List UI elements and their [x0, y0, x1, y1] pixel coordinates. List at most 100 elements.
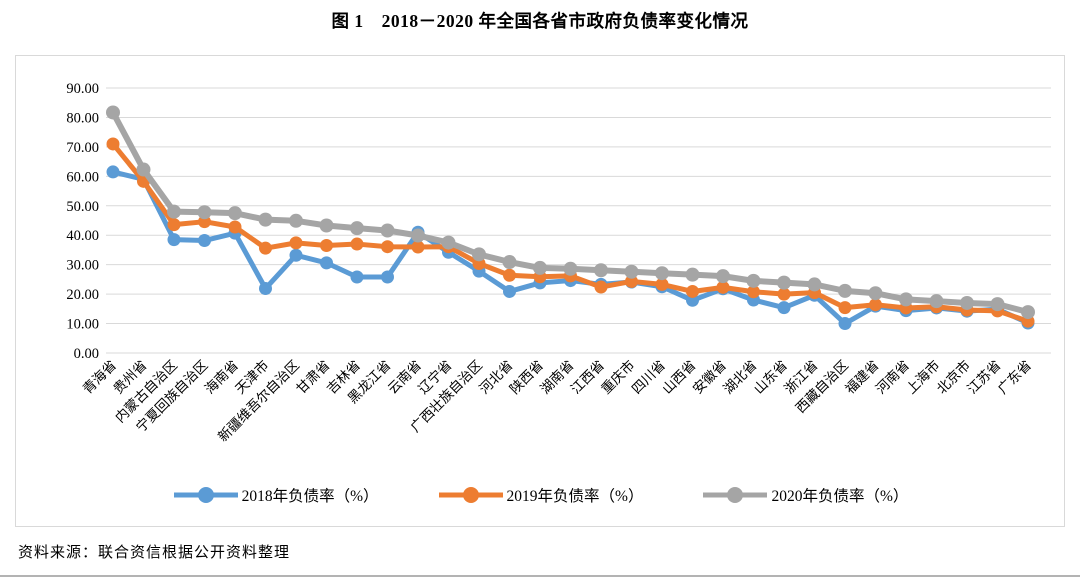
data-point-marker — [777, 301, 791, 315]
data-point-marker — [594, 263, 608, 278]
y-axis-tick-label: 30.00 — [66, 258, 99, 274]
x-axis-label: 安徽省 — [690, 358, 729, 397]
data-point-marker — [320, 256, 333, 270]
data-point-marker — [228, 206, 242, 221]
chart-svg: 90.00 80.00 70.00 60.00 50.00 40.00 30.00 20.00… — [66, 81, 1051, 444]
data-point-marker — [594, 280, 608, 294]
data-point-marker — [502, 255, 517, 270]
x-axis-label: 江苏省 — [964, 358, 1003, 397]
data-point-marker — [990, 297, 1005, 312]
data-point-marker — [472, 247, 486, 262]
data-point-marker — [747, 285, 760, 299]
data-point-marker — [289, 236, 303, 250]
data-point-marker — [350, 221, 364, 236]
x-axis-label: 云南省 — [385, 358, 424, 397]
x-axis-label: 广东省 — [995, 358, 1034, 397]
x-axis-label: 上海市 — [903, 357, 943, 397]
data-point-marker — [686, 284, 699, 298]
source-note: 资料来源：联合资信根据公开资料整理 — [18, 545, 291, 561]
x-axis-label: 福建省 — [842, 358, 881, 397]
legend-label: 2018年负债率（%） — [241, 488, 379, 505]
y-axis-tick-label: 60.00 — [66, 169, 99, 185]
y-axis-tick-label: 20.00 — [66, 287, 99, 303]
y-axis-tick-label: 50.00 — [66, 199, 99, 215]
data-point-marker — [106, 165, 120, 179]
x-axis-label: 江西省 — [568, 358, 607, 397]
data-point-marker — [777, 275, 791, 290]
y-axis-tick-label: 10.00 — [66, 317, 99, 333]
chart-area: 90.00 80.00 70.00 60.00 50.00 40.00 30.00 20.00… — [15, 55, 1065, 527]
data-point-marker — [411, 240, 425, 254]
data-point-marker — [258, 212, 273, 227]
data-point-marker — [625, 274, 638, 288]
data-point-marker — [320, 239, 333, 253]
y-axis-tick-label: 80.00 — [66, 110, 99, 126]
data-point-marker — [167, 218, 181, 232]
data-point-marker — [319, 218, 334, 233]
data-point-marker — [350, 270, 364, 284]
data-point-marker — [746, 273, 761, 288]
x-axis-label: 海南省 — [202, 358, 241, 397]
data-point-marker — [685, 267, 700, 282]
data-point-marker — [197, 205, 212, 220]
data-point-marker — [350, 237, 364, 251]
x-axis-label: 湖北省 — [720, 358, 759, 397]
figure-title: 图 1 2018－2020 年全国各省市政府负债率变化情况 — [331, 11, 749, 31]
chart-legend: 2018年负债率（%） 2019年负债率（%） 2020年负债率（%） — [16, 484, 1064, 506]
data-point-marker — [503, 268, 516, 282]
data-point-marker — [869, 298, 882, 312]
data-point-marker — [899, 292, 913, 307]
data-point-marker — [289, 248, 303, 262]
data-point-marker — [259, 282, 272, 296]
x-axis-label: 河北省 — [476, 358, 515, 397]
data-point-marker — [655, 277, 669, 291]
legend-marker-icon — [438, 487, 503, 503]
x-axis-label: 青海省 — [80, 358, 119, 397]
data-point-marker — [807, 277, 822, 292]
x-axis-label: 陕西省 — [507, 358, 546, 397]
data-point-marker — [259, 241, 272, 255]
data-point-marker — [838, 301, 852, 315]
bottom-divider — [0, 575, 1080, 577]
legend-item-2020: 2020年负债率（%） — [701, 484, 908, 506]
data-point-marker — [136, 162, 151, 177]
legend-label: 2020年负债率（%） — [771, 488, 909, 505]
x-axis-label: 北京市 — [933, 357, 973, 397]
legend-marker-icon — [703, 487, 768, 503]
data-point-marker — [777, 287, 791, 301]
data-point-marker — [868, 286, 883, 301]
data-point-marker — [381, 270, 394, 284]
data-point-marker — [533, 260, 547, 275]
legend-label: 2019年负债率（%） — [506, 488, 644, 505]
data-point-marker — [716, 269, 730, 284]
legend-marker-icon — [173, 487, 238, 503]
data-point-marker — [198, 234, 211, 248]
x-axis-label: 甘肃省 — [293, 358, 332, 397]
data-point-marker — [441, 235, 456, 250]
data-point-marker — [838, 283, 852, 298]
data-point-marker — [289, 213, 303, 228]
legend-item-2019: 2019年负债率（%） — [437, 484, 644, 506]
data-point-marker — [381, 240, 394, 254]
data-point-marker — [106, 137, 120, 151]
data-point-marker — [716, 280, 730, 294]
y-axis-tick-label: 90.00 — [66, 81, 99, 97]
data-point-marker — [960, 295, 974, 310]
series-line-2018 — [112, 169, 1030, 327]
y-axis-tick-label: 40.00 — [66, 228, 99, 244]
data-point-marker — [106, 105, 120, 120]
y-axis-tick-label: 70.00 — [66, 140, 99, 156]
data-point-marker — [563, 261, 578, 276]
legend-item-2018: 2018年负债率（%） — [172, 484, 379, 506]
x-axis-label: 重庆市 — [598, 357, 638, 397]
data-point-marker — [380, 223, 395, 238]
data-point-marker — [167, 233, 181, 247]
x-axis-label: 河南省 — [873, 358, 912, 397]
data-point-marker — [228, 220, 242, 234]
data-point-marker — [1021, 305, 1035, 320]
data-point-marker — [929, 294, 944, 309]
data-point-marker — [503, 284, 516, 298]
data-point-marker — [167, 204, 181, 219]
data-point-marker — [411, 228, 425, 243]
y-axis-tick-label: 0.00 — [74, 346, 99, 362]
